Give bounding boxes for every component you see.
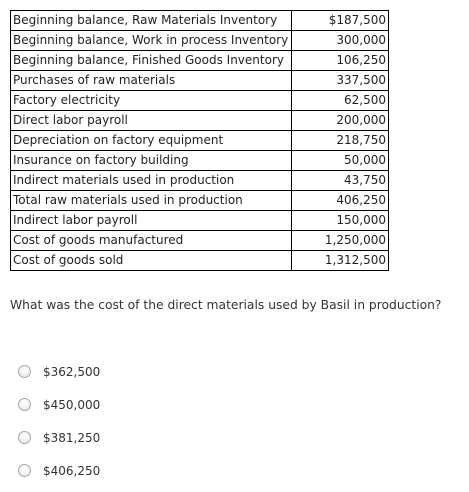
table-row: Insurance on factory building 50,000: [10, 150, 389, 171]
radio-button[interactable]: [18, 365, 31, 378]
row-value: 406,250: [291, 190, 389, 211]
row-label: Indirect materials used in production: [10, 170, 292, 191]
row-value: 300,000: [291, 30, 389, 51]
table-row: Beginning balance, Raw Materials Invento…: [10, 10, 389, 31]
row-label: Cost of goods sold: [10, 250, 292, 271]
row-value: 43,750: [291, 170, 389, 191]
row-value: 62,500: [291, 90, 389, 111]
row-label: Indirect labor payroll: [10, 210, 292, 231]
row-value: 200,000: [291, 110, 389, 131]
row-value: 106,250: [291, 50, 389, 71]
row-label: Purchases of raw materials: [10, 70, 292, 91]
row-value: 218,750: [291, 130, 389, 151]
table-row: Purchases of raw materials 337,500: [10, 70, 389, 91]
row-label: Direct labor payroll: [10, 110, 292, 131]
table-row: Direct labor payroll 200,000: [10, 110, 389, 131]
option-label[interactable]: $450,000: [43, 398, 101, 412]
option-label[interactable]: $406,250: [43, 464, 101, 478]
question-text: What was the cost of the direct material…: [10, 298, 442, 312]
option-label[interactable]: $381,250: [43, 431, 101, 445]
table-row: Indirect materials used in production 43…: [10, 170, 389, 191]
table-row: Depreciation on factory equipment 218,75…: [10, 130, 389, 151]
row-label: Factory electricity: [10, 90, 292, 111]
row-value: 1,312,500: [291, 250, 389, 271]
table-row: Indirect labor payroll 150,000: [10, 210, 389, 231]
radio-button[interactable]: [18, 464, 31, 477]
table-row: Cost of goods manufactured 1,250,000: [10, 230, 389, 251]
option-label[interactable]: $362,500: [43, 365, 101, 379]
table-row: Total raw materials used in production 4…: [10, 190, 389, 211]
row-label: Beginning balance, Raw Materials Invento…: [10, 10, 292, 31]
radio-button[interactable]: [18, 398, 31, 411]
table-row: Factory electricity 62,500: [10, 90, 389, 111]
radio-button[interactable]: [18, 431, 31, 444]
cost-data-table: Beginning balance, Raw Materials Invento…: [10, 10, 389, 271]
row-label: Total raw materials used in production: [10, 190, 292, 211]
table-row: Beginning balance, Finished Goods Invent…: [10, 50, 389, 71]
row-label: Cost of goods manufactured: [10, 230, 292, 251]
row-value: 337,500: [291, 70, 389, 91]
row-label: Insurance on factory building: [10, 150, 292, 171]
row-value: $187,500: [291, 10, 389, 31]
table-row: Beginning balance, Work in process Inven…: [10, 30, 389, 51]
table-row: Cost of goods sold 1,312,500: [10, 250, 389, 271]
row-value: 1,250,000: [291, 230, 389, 251]
row-label: Beginning balance, Finished Goods Invent…: [10, 50, 292, 71]
row-value: 50,000: [291, 150, 389, 171]
row-value: 150,000: [291, 210, 389, 231]
row-label: Depreciation on factory equipment: [10, 130, 292, 151]
row-label: Beginning balance, Work in process Inven…: [10, 30, 292, 51]
